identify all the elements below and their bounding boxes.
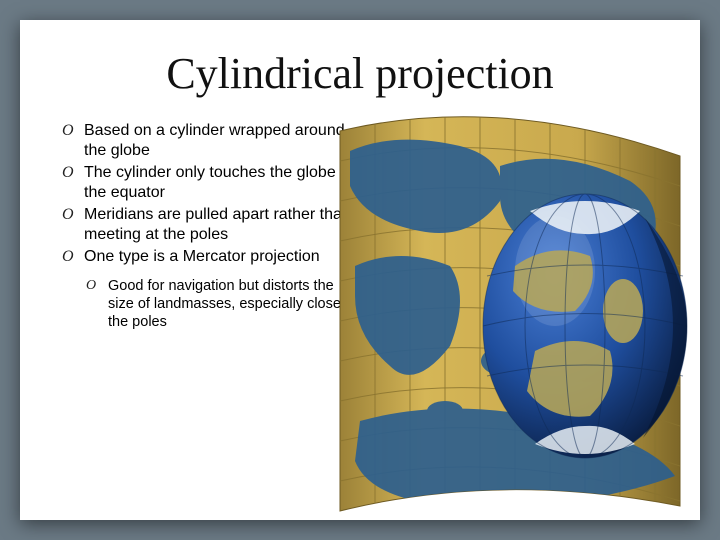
cylindrical-projection-illustration <box>300 111 700 521</box>
slide: Cylindrical projection Based on a cylind… <box>20 20 700 520</box>
projection-figure <box>370 121 660 491</box>
slide-title: Cylindrical projection <box>60 48 660 99</box>
content-area: Based on a cylinder wrapped around the g… <box>60 121 660 491</box>
globe <box>483 194 687 458</box>
